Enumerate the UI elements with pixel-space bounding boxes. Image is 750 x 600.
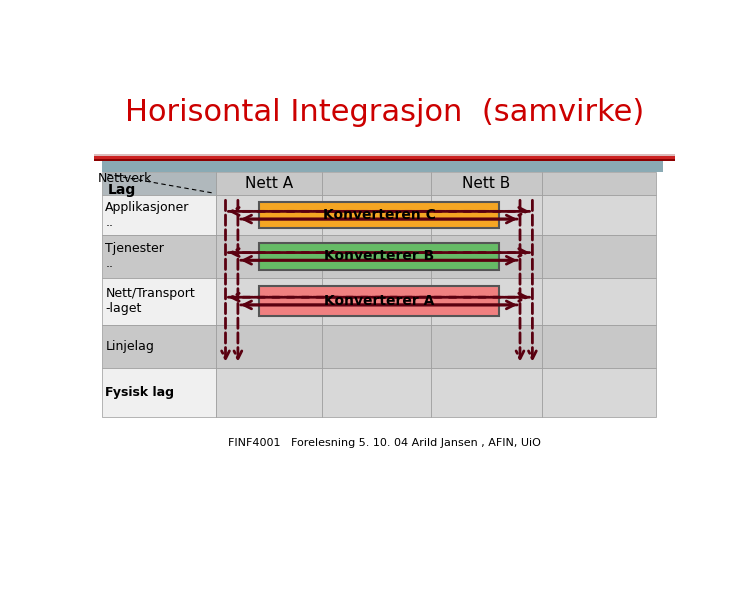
Text: FINF4001   Forelesning 5. 10. 04 Arild Jansen , AFIN, UiO: FINF4001 Forelesning 5. 10. 04 Arild Jan… (228, 438, 541, 448)
Text: Nett A: Nett A (245, 176, 293, 191)
Bar (101, 195, 216, 235)
Text: Horisontal Integrasjon  (samvirke): Horisontal Integrasjon (samvirke) (124, 98, 644, 127)
Bar (430, 195, 542, 235)
Bar (259, 202, 499, 228)
Bar (101, 325, 216, 368)
Text: Konverterer A: Konverterer A (324, 294, 434, 308)
Bar (101, 161, 663, 172)
Text: Lag: Lag (108, 183, 136, 197)
Bar (216, 172, 322, 195)
Bar (430, 325, 542, 368)
Bar (322, 195, 430, 235)
Bar (94, 72, 675, 164)
Bar (101, 172, 216, 195)
Bar (259, 242, 499, 270)
Bar (542, 325, 656, 368)
Bar (216, 195, 322, 235)
Bar (216, 278, 322, 325)
Bar (101, 278, 216, 325)
Bar (216, 368, 322, 417)
Bar (542, 278, 656, 325)
Bar (216, 235, 322, 278)
Bar (101, 235, 216, 278)
Bar (94, 155, 675, 159)
Bar (322, 172, 430, 195)
Text: Fysisk lag: Fysisk lag (105, 386, 174, 399)
Text: Nettverk: Nettverk (98, 172, 152, 185)
Bar (259, 286, 499, 316)
Bar (101, 368, 216, 417)
Text: Konverterer B: Konverterer B (324, 250, 434, 263)
Bar (430, 368, 542, 417)
Text: Nett B: Nett B (462, 176, 511, 191)
Bar (430, 235, 542, 278)
Bar (322, 325, 430, 368)
Text: Tjenester
..: Tjenester .. (105, 242, 164, 271)
Bar (322, 278, 430, 325)
Bar (216, 325, 322, 368)
Bar (430, 278, 542, 325)
Bar (542, 235, 656, 278)
Bar (322, 235, 430, 278)
Text: Applikasjoner
..: Applikasjoner .. (105, 201, 190, 229)
Bar (94, 154, 675, 156)
Text: Konverteren C: Konverteren C (322, 208, 436, 222)
Bar (322, 368, 430, 417)
Bar (542, 195, 656, 235)
Bar (542, 172, 656, 195)
Bar (94, 154, 675, 161)
Bar (542, 368, 656, 417)
Text: Linjelag: Linjelag (105, 340, 154, 353)
Text: Nett/Transport
-laget: Nett/Transport -laget (105, 287, 195, 315)
Bar (430, 172, 542, 195)
